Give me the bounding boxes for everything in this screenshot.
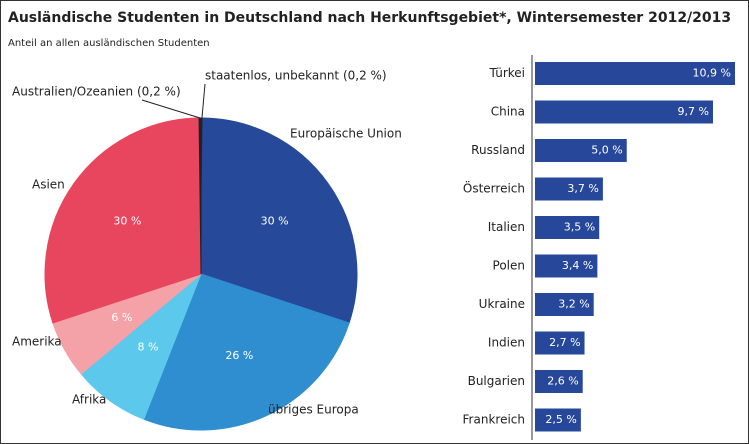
bar-value-label: 3,4 %: [562, 259, 593, 272]
bar: [535, 254, 598, 278]
category-label: Ukraine: [479, 297, 525, 311]
bar-value-label: 2,7 %: [549, 336, 580, 349]
bar: [535, 216, 600, 239]
bar-value-label: 2,6 %: [547, 375, 578, 388]
bar-value-label: 9,7 %: [678, 105, 709, 118]
pie-slice: [143, 273, 350, 431]
slice-value-label: 30 %: [261, 214, 289, 227]
bar: [535, 370, 583, 393]
slice-label: Amerika: [12, 335, 62, 349]
bar: [535, 293, 594, 316]
bar-value-label: 10,9 %: [693, 67, 731, 80]
leader-line: [201, 83, 206, 119]
category-label: Indien: [488, 336, 525, 350]
leader-line: [141, 99, 201, 119]
category-label: Frankreich: [463, 413, 525, 427]
slice-label: übriges Europa: [268, 403, 359, 417]
category-label: Türkei: [489, 66, 525, 80]
category-label: China: [491, 105, 525, 119]
bar-value-label: 3,7 %: [567, 182, 598, 195]
slice-value-label: 6 %: [111, 311, 132, 324]
slice-value-label: 8 %: [138, 340, 159, 353]
chart-title: Ausländische Studenten in Deutschland na…: [8, 10, 731, 26]
bar-value-label: 2,5 %: [545, 413, 576, 426]
category-label: Italien: [488, 220, 525, 234]
bar: [535, 177, 603, 201]
chart-subtitle: Anteil an allen ausländischen Studenten: [8, 38, 210, 49]
category-label: Bulgarien: [468, 374, 525, 388]
category-label: Polen: [493, 259, 525, 273]
slice-label: Europäische Union: [290, 127, 402, 141]
slice-label: staatenlos, unbekannt (0,2 %): [205, 69, 387, 83]
bar: [535, 408, 581, 432]
bar: [535, 139, 627, 162]
pie-slice: [200, 117, 358, 324]
bar: [535, 100, 713, 124]
slice-value-label: 26 %: [225, 349, 253, 362]
slice-label: Australien/Ozeanien (0,2 %): [12, 85, 181, 99]
bar-value-label: 3,2 %: [558, 298, 589, 311]
bar-value-label: 5,0 %: [591, 144, 622, 157]
category-label: Russland: [471, 143, 525, 157]
slice-label: Afrika: [72, 393, 106, 407]
bar: [535, 62, 735, 85]
bar-value-label: 3,5 %: [564, 221, 595, 234]
category-label: Österreich: [463, 180, 525, 196]
slice-value-label: 30 %: [113, 214, 141, 227]
pie-slice: [44, 117, 202, 324]
bar: [535, 331, 585, 355]
slice-label: Asien: [32, 178, 65, 192]
